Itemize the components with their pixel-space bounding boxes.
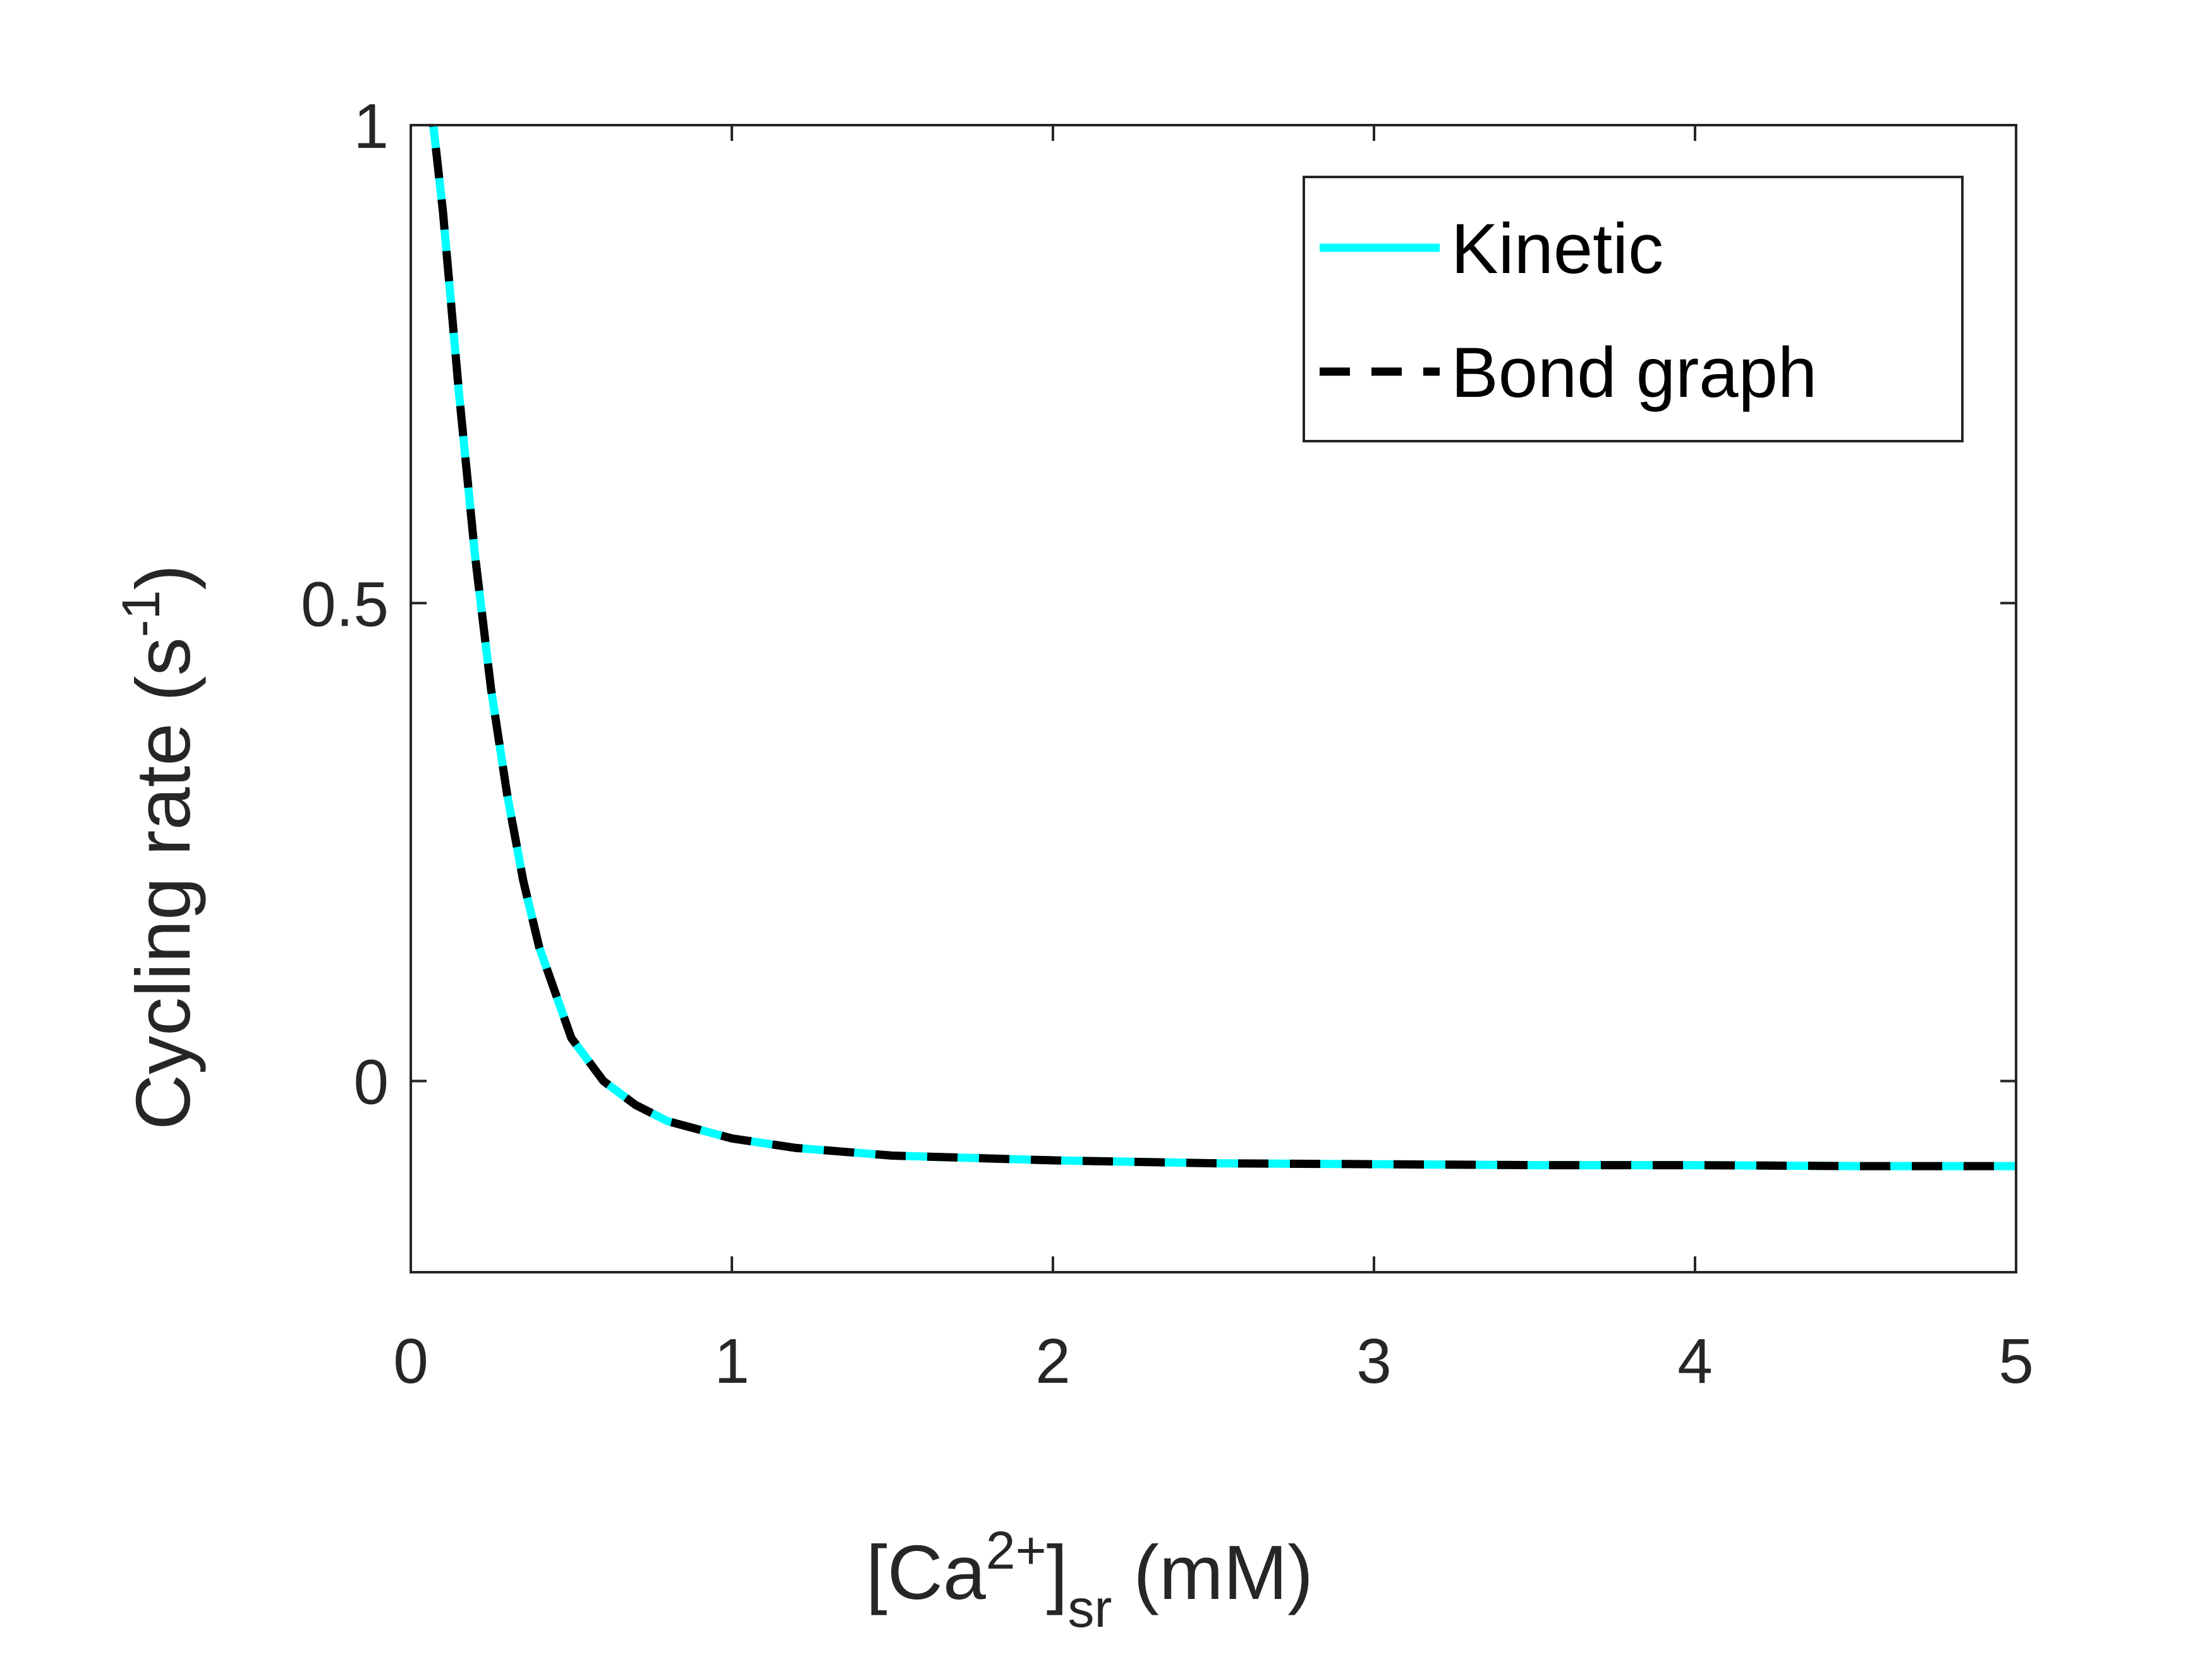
y-tick-label: 0.5 — [301, 569, 389, 640]
y-ticks: 00.51 — [301, 91, 2016, 1118]
x-ticks: 0 1 2 3 4 5 — [393, 125, 2034, 1397]
x-axis-label-subscript: sr — [1068, 1579, 1112, 1638]
legend-box — [1303, 176, 1964, 442]
x-tick-label: 3 — [1356, 1326, 1392, 1397]
legend-bond-graph-label: Bond graph — [1451, 333, 1817, 412]
x-axis-label-close: ] — [1047, 1529, 1068, 1615]
y-axis-label-close: ) — [120, 564, 206, 590]
y-axis-label-main: Cycling rate (s — [120, 637, 206, 1130]
y-tick-label: 1 — [353, 91, 389, 162]
y-axis-label-superscript: -1 — [111, 590, 171, 638]
y-axis-label: Cycling rate (s-1) — [111, 564, 206, 1130]
x-tick-label: 2 — [1035, 1326, 1071, 1397]
series-line-bond-graph — [429, 125, 2016, 1170]
x-tick-label: 5 — [1998, 1326, 2034, 1397]
x-axis-label-unit: (mM) — [1112, 1529, 1313, 1615]
legend: Kinetic Bond graph — [1303, 176, 1964, 442]
x-tick-label: 1 — [714, 1326, 750, 1397]
y-tick-label: 0 — [353, 1047, 389, 1118]
x-tick-label: 4 — [1677, 1326, 1713, 1397]
x-axis-label: [Ca2+]sr (mM) — [866, 1521, 1313, 1638]
legend-kinetic-label: Kinetic — [1451, 209, 1663, 288]
plot-area-frame — [410, 124, 2017, 1273]
x-axis-label-superscript: 2+ — [986, 1521, 1047, 1580]
x-tick-label: 0 — [393, 1326, 428, 1397]
x-axis-label-open: [Ca — [866, 1529, 986, 1615]
series-layer — [429, 125, 2016, 1170]
